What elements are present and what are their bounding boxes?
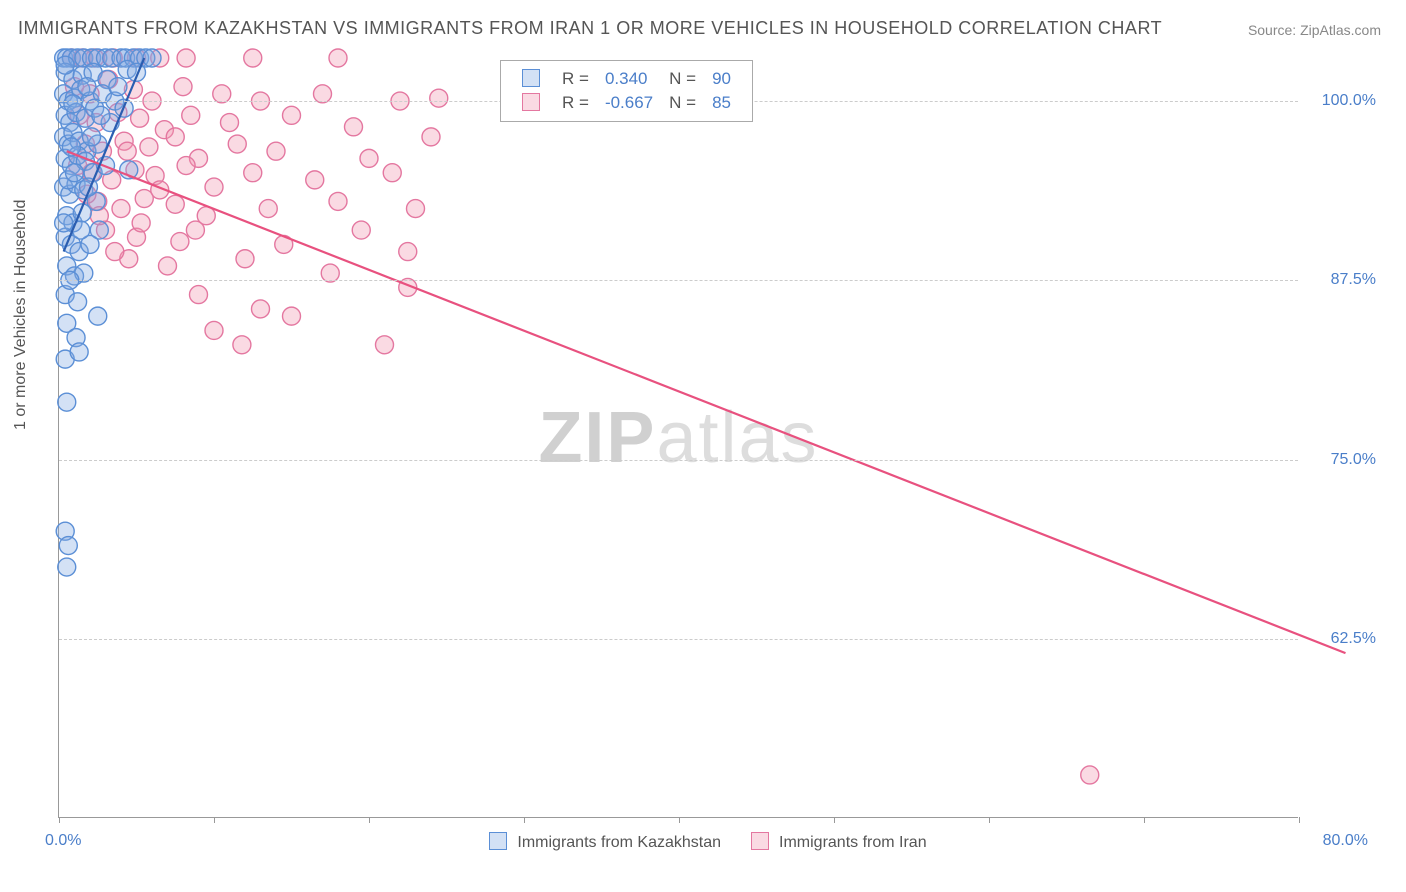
n-value: 90	[705, 68, 738, 90]
r-label: R =	[555, 92, 596, 114]
chart-title: IMMIGRANTS FROM KAZAKHSTAN VS IMMIGRANTS…	[18, 18, 1162, 39]
legend-swatch	[751, 832, 769, 850]
legend-item: Immigrants from Kazakhstan	[479, 834, 721, 851]
x-tick-mark	[1299, 817, 1300, 823]
legend-swatch	[489, 832, 507, 850]
legend-swatch	[522, 69, 540, 87]
plot-area: ZIPatlas 100.0%87.5%75.0%62.5%	[58, 58, 1298, 818]
gridline-h	[59, 639, 1298, 640]
gridline-h	[59, 460, 1298, 461]
r-value: -0.667	[598, 92, 660, 114]
legend-swatch	[522, 93, 540, 111]
x-tick-mark	[679, 817, 680, 823]
n-value: 85	[705, 92, 738, 114]
chart-container: IMMIGRANTS FROM KAZAKHSTAN VS IMMIGRANTS…	[0, 0, 1406, 892]
chart-svg	[59, 58, 1298, 817]
x-tick-mark	[834, 817, 835, 823]
legend-item: Immigrants from Iran	[741, 834, 927, 851]
x-tick-mark	[989, 817, 990, 823]
x-tick-mark	[1144, 817, 1145, 823]
y-tick-label: 62.5%	[1331, 630, 1376, 648]
y-tick-label: 100.0%	[1322, 92, 1376, 110]
y-tick-label: 87.5%	[1331, 271, 1376, 289]
legend-bottom: Immigrants from Kazakhstan Immigrants fro…	[0, 832, 1406, 852]
x-tick-mark	[524, 817, 525, 823]
y-axis-label: 1 or more Vehicles in Household	[12, 200, 30, 430]
source-attribution: Source: ZipAtlas.com	[1248, 22, 1381, 38]
n-label: N =	[662, 68, 703, 90]
x-tick-mark	[214, 817, 215, 823]
gridline-h	[59, 280, 1298, 281]
legend-correlation-box: R =0.340N =90 R =-0.667N =85	[500, 60, 753, 122]
r-label: R =	[555, 68, 596, 90]
n-label: N =	[662, 92, 703, 114]
y-tick-label: 75.0%	[1331, 451, 1376, 469]
r-value: 0.340	[598, 68, 660, 90]
x-tick-mark	[59, 817, 60, 823]
x-tick-mark	[369, 817, 370, 823]
